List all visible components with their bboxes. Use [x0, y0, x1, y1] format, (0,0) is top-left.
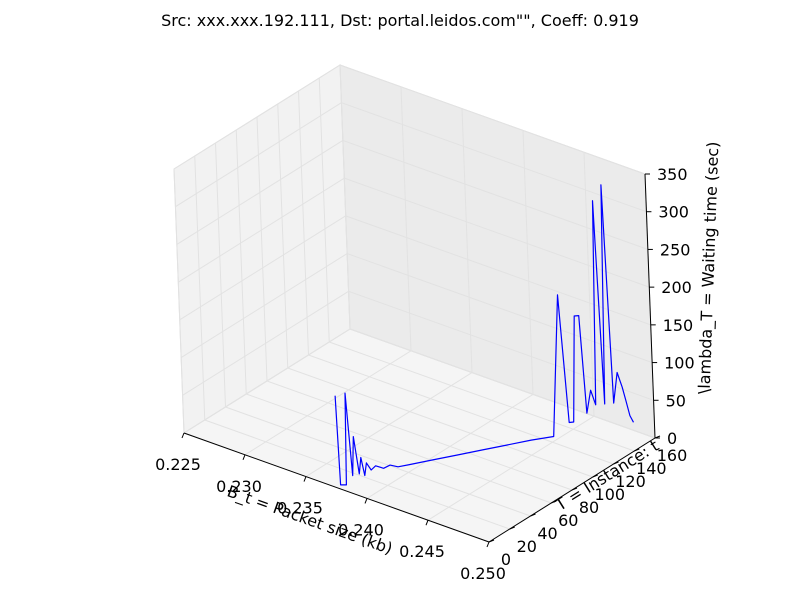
y-tick-mark	[551, 500, 557, 504]
x-tick-label: 0.235	[277, 499, 323, 518]
y-tick-label: 20	[517, 537, 537, 556]
y-tick-label: 40	[537, 524, 557, 543]
gridline-y-floor	[329, 341, 635, 452]
z-tick-label: 100	[664, 354, 695, 373]
z-tick-label: 50	[666, 391, 686, 410]
z-tick-label: 0	[667, 429, 677, 448]
chart-title: Src: xxx.xxx.192.111, Dst: portal.leidos…	[161, 11, 639, 30]
y-tick-label: 140	[636, 459, 667, 478]
grid-lines	[173, 64, 656, 543]
gridline-x-back	[461, 108, 473, 373]
y-tick-label: 60	[558, 511, 578, 530]
gridline-y-floor	[266, 380, 573, 491]
y-tick-mark	[509, 526, 515, 530]
gridline-z-left	[180, 253, 348, 358]
gridline-y-left	[194, 155, 206, 421]
gridline-x-back	[400, 86, 412, 351]
gridline-y-left	[339, 64, 351, 330]
y-tick-label: 100	[595, 485, 626, 504]
z-tick-label: 350	[657, 165, 688, 184]
x-axis-line	[183, 432, 490, 543]
x-tick-mark	[181, 432, 185, 439]
z-tick-label: 250	[660, 240, 691, 259]
gridline-z-back	[349, 328, 656, 439]
y-tick-mark	[613, 461, 619, 465]
gridline-x-back	[522, 130, 534, 395]
z-tick-label: 150	[663, 316, 694, 335]
gridline-z-left	[178, 177, 345, 283]
gridline-z-back	[339, 64, 646, 175]
gridline-y-left	[277, 103, 289, 369]
gridline-y-floor	[246, 393, 552, 504]
gridline-z-left	[182, 290, 349, 396]
y-tick-mark	[571, 487, 578, 491]
y-tick-label: 160	[657, 446, 688, 465]
gridline-z-back	[345, 215, 651, 326]
z-axis-line	[644, 173, 656, 439]
x-tick-mark	[425, 520, 429, 526]
y-tick-mark	[634, 448, 640, 452]
x-tick-mark	[364, 498, 368, 504]
y-tick-mark	[530, 513, 536, 517]
gridline-y-left	[235, 129, 247, 395]
series-line	[334, 184, 635, 486]
gridline-z-back	[344, 177, 650, 288]
gridline-y-floor	[287, 367, 593, 478]
x-tick-label: 0.225	[155, 455, 201, 474]
z-tick-label: 200	[661, 278, 692, 297]
x-tick-mark	[303, 476, 307, 482]
y-tick-label: 120	[615, 472, 646, 491]
gridline-y-floor	[204, 419, 510, 530]
gridline-y-left	[318, 77, 330, 343]
gridline-z-back	[341, 102, 647, 213]
y-tick-label: 80	[579, 498, 599, 517]
y-tick-mark	[488, 539, 495, 543]
axes: 0.2250.2300.2350.2400.2450.2500204060801…	[155, 165, 695, 583]
axis-panes	[173, 64, 657, 543]
y-tick-mark	[592, 474, 598, 478]
gridline-y-floor	[308, 354, 614, 465]
gridline-z-left	[173, 64, 341, 170]
gridline-z-left	[183, 328, 351, 434]
gridline-y-left	[215, 142, 226, 408]
gridline-y-left	[256, 116, 268, 382]
x-tick-label: 0.230	[216, 477, 262, 496]
gridline-z-left	[179, 215, 346, 321]
x-tick-label: 0.250	[460, 564, 506, 583]
gridline-z-left	[176, 140, 344, 245]
gridline-y-left	[173, 168, 185, 434]
x-tick-label: 0.245	[399, 542, 445, 561]
gridline-z-back	[342, 139, 649, 250]
series-layer	[334, 184, 635, 486]
gridline-z-left	[175, 102, 342, 208]
x-tick-mark	[486, 541, 490, 548]
x-tick-mark	[242, 454, 246, 460]
gridline-x-back	[583, 152, 595, 417]
x-tick-label: 0.240	[338, 520, 384, 539]
y-tick-label: 0	[501, 550, 511, 569]
z-tick-label: 300	[658, 203, 689, 222]
z-axis-label: \lambda_T = Waiting time (sec)	[695, 141, 724, 394]
gridline-y-left	[298, 90, 309, 356]
gridline-y-floor	[225, 406, 531, 517]
gridline-z-back	[348, 290, 654, 401]
